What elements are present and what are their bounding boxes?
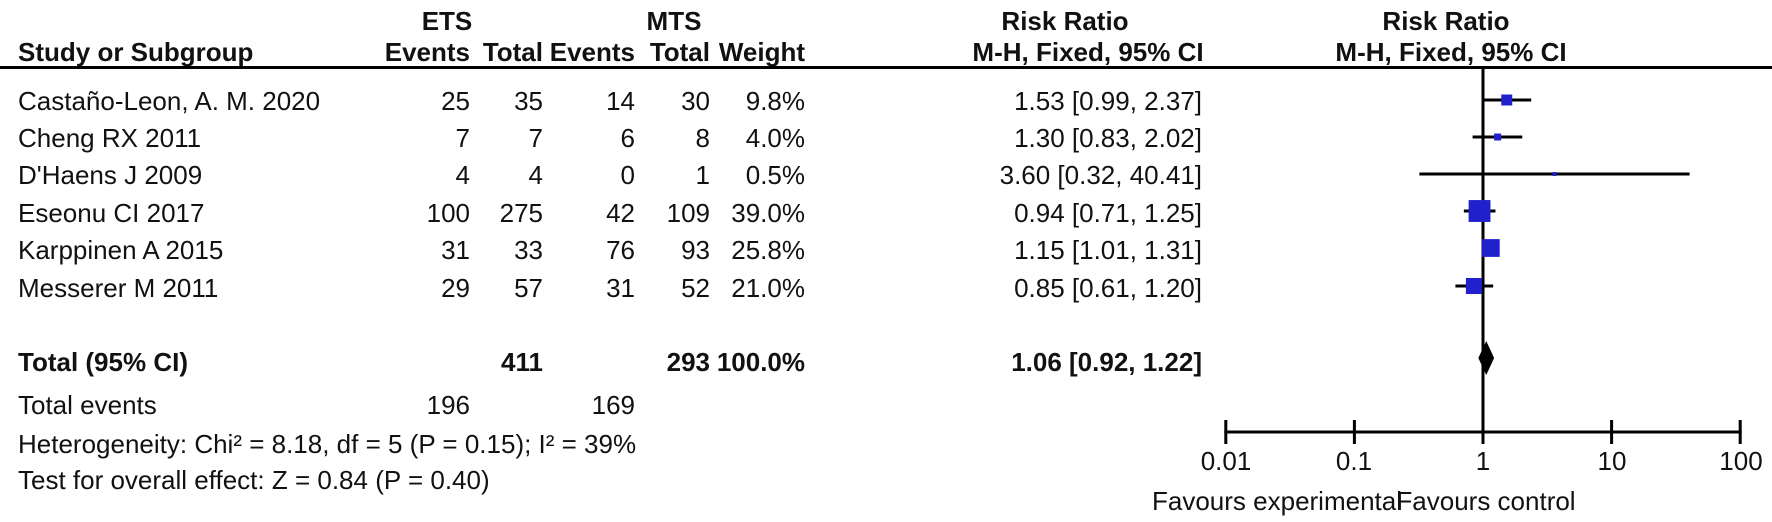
x-axis-tick [1481,420,1485,444]
study-name: Cheng RX 2011 [18,123,202,153]
risk-ratio-header-text: Risk Ratio [1001,6,1129,36]
table-row: Karppinen A 2015 31 33 76 93 25.8% 1.15 … [0,234,1772,266]
x-tick-label: 100 [1719,446,1763,476]
effect-square [1501,94,1513,106]
x-tick-label: 10 [1597,446,1627,476]
ets-total: 33 [514,235,543,265]
col-header-method-plot: M-H, Fixed, 95% CI [1335,37,1567,67]
risk-ratio-value: 1.15 [1.01, 1.31] [1014,235,1202,265]
ets-events: 7 [455,123,470,153]
heterogeneity-stats: Heterogeneity: Chi² = 8.18, df = 5 (P = … [18,429,637,459]
mts-events: 14 [606,86,635,116]
total-diamond [1478,341,1495,375]
mts-total: 109 [666,198,710,228]
study-name: Karppinen A 2015 [18,235,224,265]
effect-square [1481,239,1500,257]
mts-events: 6 [620,123,635,153]
mts-events: 76 [606,235,635,265]
ets-total: 275 [499,198,543,228]
group1-header: ETS [421,6,473,36]
favours-experimental-label: Favours experimental [1152,486,1402,516]
effect-square [1465,277,1482,295]
total-risk-ratio: 1.06 [0.92, 1.22] [1011,347,1202,377]
table-row: Messerer M 2011 29 57 31 52 21.0% 0.85 [… [0,272,1772,304]
col-header-total1: Total [482,37,543,67]
mts-total: 8 [695,123,710,153]
col-header-method-text: M-H, Fixed, 95% CI [972,37,1204,67]
weight-value: 4.0% [745,123,805,153]
mts-grand-total: 293 [666,347,710,377]
table-row: Cheng RX 2011 7 7 6 8 4.0% 1.30 [0.83, 2… [0,122,1772,154]
column-header-row: Study or Subgroup Events Total Events To… [0,36,1772,68]
mts-total-events: 169 [591,390,635,420]
col-header-weight: Weight [718,37,805,67]
ets-grand-total: 411 [501,347,543,377]
x-tick-label: 0.01 [1200,446,1252,476]
ets-events: 4 [455,160,470,190]
total-events-row: Total events 196 169 [0,389,1772,421]
header-divider-line [0,66,1772,69]
ets-events: 29 [441,273,470,303]
weight-value: 25.8% [731,235,805,265]
col-header-events1: Events [384,37,470,67]
ets-total: 7 [528,123,543,153]
ets-total-events: 196 [426,390,470,420]
ets-events: 100 [426,198,470,228]
ets-events: 25 [441,86,470,116]
effect-square [1468,200,1491,222]
study-name: Eseonu CI 2017 [18,198,205,228]
weight-value: 0.5% [745,160,805,190]
x-axis-tick [1738,420,1742,444]
total-events-label: Total events [18,390,157,420]
mts-events: 0 [620,160,635,190]
table-row: Eseonu CI 2017 100 275 42 109 39.0% 0.94… [0,197,1772,229]
x-tick-label: 0.1 [1335,446,1373,476]
table-row: Castaño-Leon, A. M. 2020 25 35 14 30 9.8… [0,85,1772,117]
x-axis-tick [1352,420,1356,444]
risk-ratio-value: 1.30 [0.83, 2.02] [1014,123,1202,153]
x-axis-tick [1224,420,1228,444]
study-name: Castaño-Leon, A. M. 2020 [18,86,321,116]
weight-value: 21.0% [731,273,805,303]
favours-control-label: Favours control [1396,486,1576,516]
risk-ratio-value: 0.94 [0.71, 1.25] [1014,198,1202,228]
weight-value: 9.8% [745,86,805,116]
mts-total: 93 [681,235,710,265]
mts-events: 42 [606,198,635,228]
risk-ratio-value: 1.53 [0.99, 2.37] [1014,86,1202,116]
total-row: Total (95% CI) 411 293 100.0% 1.06 [0.92… [0,346,1772,378]
study-name: D'Haens J 2009 [18,160,203,190]
col-header-study: Study or Subgroup [18,37,254,67]
group2-header: MTS [646,6,702,36]
mts-total: 52 [681,273,710,303]
col-header-total2: Total [649,37,710,67]
risk-ratio-value: 3.60 [0.32, 40.41] [999,160,1202,190]
ets-total: 57 [514,273,543,303]
x-tick-label: 1 [1475,446,1491,476]
risk-ratio-value: 0.85 [0.61, 1.20] [1014,273,1202,303]
mts-events: 31 [606,273,635,303]
total-weight: 100.0% [716,347,805,377]
mts-total: 1 [695,160,710,190]
col-header-events2: Events [549,37,635,67]
ets-events: 31 [441,235,470,265]
table-row: D'Haens J 2009 4 4 0 1 0.5% 3.60 [0.32, … [0,159,1772,191]
mts-total: 30 [681,86,710,116]
x-axis-tick [1610,420,1614,444]
effect-square [1552,172,1557,176]
total-label: Total (95% CI) [18,347,188,377]
effect-square [1494,133,1502,141]
study-name: Messerer M 2011 [18,273,219,303]
ets-total: 35 [514,86,543,116]
ets-total: 4 [528,160,543,190]
risk-ratio-header-plot: Risk Ratio [1382,6,1510,36]
weight-value: 39.0% [731,198,805,228]
overall-effect-stats: Test for overall effect: Z = 0.84 (P = 0… [18,465,490,495]
